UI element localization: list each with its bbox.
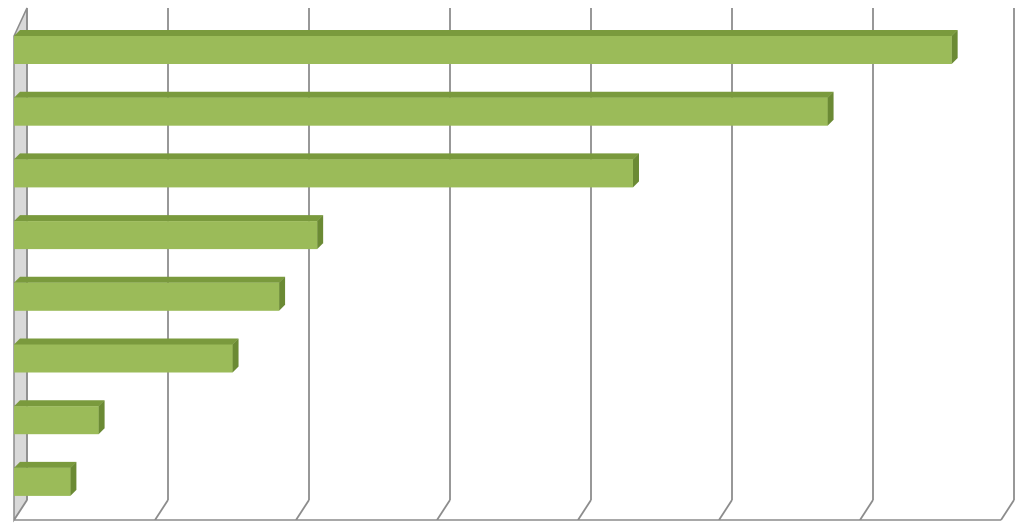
bar-side-face — [279, 276, 286, 311]
bar-front-face — [14, 467, 71, 496]
gridline-floor — [859, 499, 874, 521]
bar — [14, 30, 958, 64]
bar-front-face — [14, 406, 99, 435]
bar-top-face — [14, 30, 958, 36]
bar-front-face — [14, 36, 952, 64]
bar-top-face — [14, 153, 639, 160]
gridline-floor — [718, 499, 733, 521]
bar-front-face — [14, 344, 233, 373]
chart-walls — [13, 7, 1001, 523]
side-wall — [13, 7, 28, 523]
bar-side-face — [317, 215, 324, 250]
bar-side-face — [70, 461, 77, 496]
bars — [14, 30, 958, 496]
bar-front-face — [14, 221, 318, 250]
bar — [14, 461, 77, 496]
gridline-floor — [1000, 499, 1015, 521]
bar — [14, 276, 286, 311]
bar-top-face — [14, 338, 239, 345]
bar-front-face — [14, 159, 633, 188]
bar-top-face — [14, 461, 77, 468]
bar — [14, 91, 834, 126]
bar-front-face — [14, 282, 280, 311]
bar — [14, 153, 639, 188]
gridline-floor — [436, 499, 451, 521]
gridlines — [13, 8, 1015, 521]
gridline-floor — [295, 499, 310, 521]
bar-side-face — [827, 91, 834, 126]
bar-side-face — [232, 338, 239, 373]
bar — [14, 215, 324, 250]
bar-side-face — [632, 153, 639, 188]
bar-top-face — [14, 276, 286, 283]
bar-front-face — [14, 97, 828, 126]
bar — [14, 400, 105, 435]
bar-top-face — [14, 91, 834, 98]
bar-side-face — [951, 30, 958, 64]
bar-top-face — [14, 400, 105, 407]
gridline-floor — [154, 499, 169, 521]
gridline-floor — [577, 499, 592, 521]
bar — [14, 338, 239, 373]
bar-side-face — [98, 400, 105, 435]
gridline-floor — [13, 499, 28, 521]
bar-top-face — [14, 215, 324, 222]
